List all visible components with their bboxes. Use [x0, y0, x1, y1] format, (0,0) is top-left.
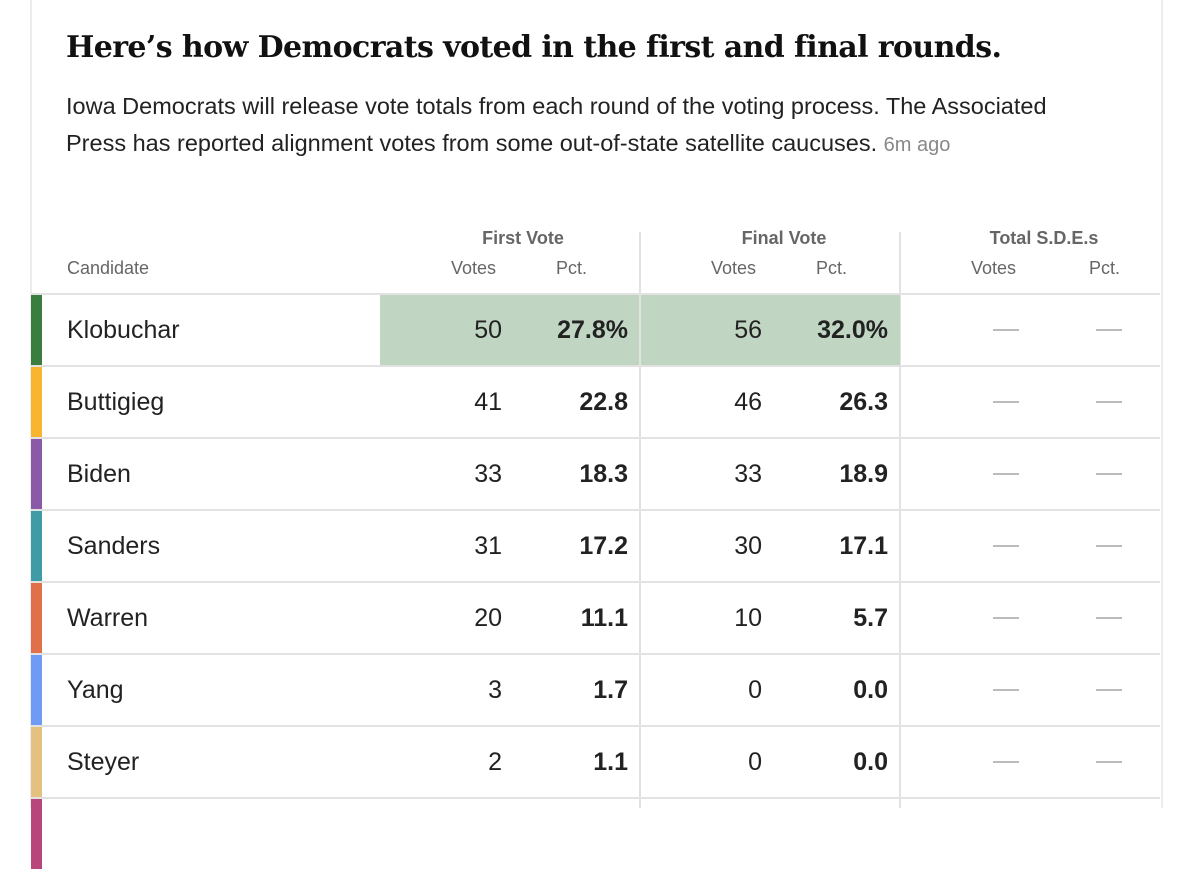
first-votes: 3 — [488, 675, 502, 704]
final-votes: 56 — [734, 315, 762, 344]
candidate-row: Buttigieg 41 22.8 46 26.3 — [31, 367, 1160, 437]
candidate-color-bar — [31, 727, 42, 797]
total-votes-empty — [993, 761, 1019, 763]
final-pct: 5.7 — [853, 603, 888, 632]
row-divider — [31, 365, 1160, 367]
leader-highlight — [641, 295, 900, 365]
header-first-votes: Votes — [451, 258, 497, 278]
row-divider — [31, 509, 1160, 511]
header-final-vote: Final Vote — [741, 228, 827, 248]
total-votes-empty — [993, 329, 1019, 331]
divider — [899, 232, 901, 808]
candidate-color-bar — [31, 439, 42, 509]
first-pct: 1.7 — [593, 675, 628, 704]
row-divider — [31, 293, 1160, 295]
row-divider — [31, 725, 1160, 727]
candidate-name: Sanders — [67, 531, 161, 560]
timestamp: 6m ago — [883, 134, 951, 156]
row-divider — [31, 797, 1160, 799]
final-votes: 10 — [734, 603, 762, 632]
candidate-row-partial — [31, 799, 1160, 869]
first-votes: 20 — [474, 603, 502, 632]
candidate-color-bar — [31, 367, 42, 437]
header-final-pct: Pct. — [816, 258, 848, 278]
candidate-name: Yang — [67, 675, 124, 704]
subtitle: Iowa Democrats will release vote totals … — [66, 88, 1086, 164]
candidate-name: Warren — [67, 603, 149, 632]
candidate-name: Buttigieg — [67, 387, 165, 416]
total-votes-empty — [993, 545, 1019, 547]
first-pct: 22.8 — [579, 387, 628, 416]
final-pct: 26.3 — [839, 387, 888, 416]
first-pct: 18.3 — [579, 459, 628, 488]
header-candidate: Candidate — [67, 258, 150, 278]
first-pct: 17.2 — [579, 531, 628, 560]
leader-highlight — [380, 295, 639, 365]
total-pct-empty — [1096, 473, 1122, 475]
candidate-name: Klobuchar — [67, 315, 180, 344]
candidate-color-bar — [31, 655, 42, 725]
final-votes: 0 — [748, 675, 762, 704]
candidate-color-bar — [31, 583, 42, 653]
candidate-color-bar — [31, 295, 42, 365]
candidate-row: Warren 20 11.1 10 5.7 — [31, 583, 1160, 653]
candidate-row: Sanders 31 17.2 30 17.1 — [31, 511, 1160, 581]
total-pct-empty — [1096, 689, 1122, 691]
total-votes-empty — [993, 473, 1019, 475]
headline: Here’s how Democrats voted in the first … — [66, 30, 1002, 65]
header-total-pct: Pct. — [1089, 258, 1121, 278]
header-total-votes: Votes — [971, 258, 1017, 278]
final-pct: 17.1 — [839, 531, 888, 560]
first-votes: 33 — [474, 459, 502, 488]
final-pct: 18.9 — [839, 459, 888, 488]
final-votes: 0 — [748, 747, 762, 776]
total-pct-empty — [1096, 401, 1122, 403]
first-votes: 31 — [474, 531, 502, 560]
first-votes: 2 — [488, 747, 502, 776]
row-divider — [31, 581, 1160, 583]
candidate-color-bar — [31, 799, 42, 869]
final-pct: 0.0 — [853, 747, 888, 776]
total-pct-empty — [1096, 617, 1122, 619]
first-votes: 41 — [474, 387, 502, 416]
first-votes: 50 — [474, 315, 502, 344]
header-final-votes: Votes — [711, 258, 757, 278]
candidate-row: Steyer 2 1.1 0 0.0 — [31, 727, 1160, 797]
row-divider — [31, 653, 1160, 655]
divider — [639, 232, 641, 808]
total-votes-empty — [993, 689, 1019, 691]
total-pct-empty — [1096, 761, 1122, 763]
total-votes-empty — [993, 617, 1019, 619]
first-pct: 1.1 — [593, 747, 628, 776]
final-pct: 0.0 — [853, 675, 888, 704]
header-total-sdes: Total S.D.E.s — [989, 228, 1099, 248]
final-votes: 46 — [734, 387, 762, 416]
final-votes: 30 — [734, 531, 762, 560]
final-pct: 32.0% — [817, 315, 888, 344]
candidate-row: Klobuchar 50 27.8% 56 32.0% — [31, 295, 1160, 365]
candidate-row: Biden 33 18.3 33 18.9 — [31, 439, 1160, 509]
candidate-name: Biden — [67, 459, 131, 488]
candidate-color-bar — [31, 511, 42, 581]
header-first-pct: Pct. — [556, 258, 588, 278]
final-votes: 33 — [734, 459, 762, 488]
total-pct-empty — [1096, 545, 1122, 547]
total-votes-empty — [993, 401, 1019, 403]
first-pct: 11.1 — [580, 603, 628, 632]
total-pct-empty — [1096, 329, 1122, 331]
header-first-vote: First Vote — [482, 228, 564, 248]
subtitle-text: Iowa Democrats will release vote totals … — [66, 93, 1047, 156]
row-divider — [31, 437, 1160, 439]
candidate-row: Yang 3 1.7 0 0.0 — [31, 655, 1160, 725]
candidate-name: Steyer — [67, 747, 140, 776]
first-pct: 27.8% — [557, 315, 628, 344]
